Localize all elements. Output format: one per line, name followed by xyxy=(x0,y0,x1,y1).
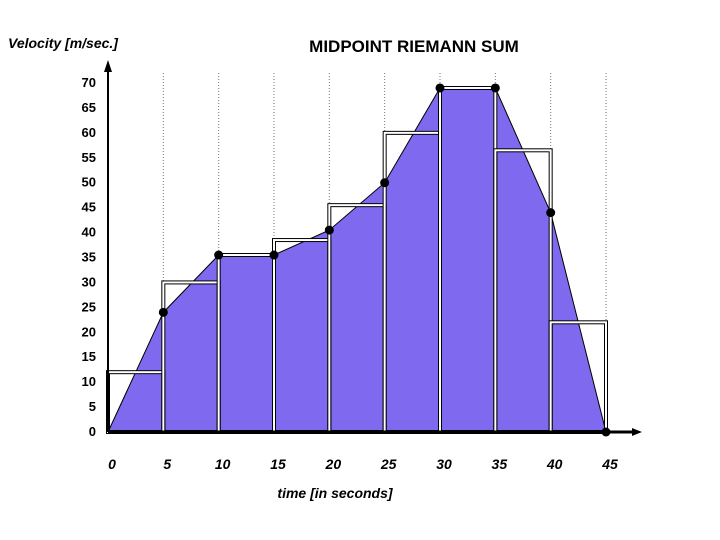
point-layer xyxy=(158,83,611,437)
x-tick-label: 10 xyxy=(215,456,231,472)
y-tick-label: 15 xyxy=(82,349,96,364)
y-tick-label: 60 xyxy=(82,125,96,140)
x-tick-label: 45 xyxy=(601,456,618,472)
data-point xyxy=(380,178,390,188)
data-point xyxy=(324,225,334,235)
y-tick-label: 70 xyxy=(82,75,96,90)
y-tick-label: 40 xyxy=(82,225,96,240)
velocity-area xyxy=(107,87,607,433)
y-tick-label: 45 xyxy=(82,200,96,215)
chart-title: MIDPOINT RIEMANN SUM xyxy=(309,37,519,56)
y-tick-label: 25 xyxy=(82,299,96,314)
area-layer xyxy=(107,87,607,433)
x-tick-label: 35 xyxy=(492,456,508,472)
y-tick-label: 50 xyxy=(82,175,96,190)
data-point xyxy=(158,307,168,317)
y-tick-label: 20 xyxy=(82,324,96,339)
x-tick-label: 40 xyxy=(546,456,563,472)
axis-layer xyxy=(104,60,642,436)
x-tick-label: 0 xyxy=(108,456,116,472)
data-point xyxy=(546,208,556,218)
data-point xyxy=(214,250,224,260)
y-tick-label: 35 xyxy=(82,250,96,265)
y-axis-label: Velocity [m/sec.] xyxy=(8,35,119,51)
x-tick-label: 5 xyxy=(163,456,171,472)
y-tick-label: 10 xyxy=(82,374,96,389)
x-tick-label: 20 xyxy=(325,456,342,472)
data-point xyxy=(601,427,611,437)
x-tick-label: 30 xyxy=(436,456,452,472)
x-tick-label: 25 xyxy=(380,456,397,472)
x-axis-label: time [in seconds] xyxy=(277,485,393,501)
tick-layer: 0 5 10 15 20 25 30 35 40 45 50 55 60 65 70 0 5 10 15 20 25 30… xyxy=(82,75,618,472)
y-tick-label: 55 xyxy=(82,150,96,165)
x-tick-label: 15 xyxy=(270,456,286,472)
y-tick-label: 0 xyxy=(89,424,96,439)
x-axis-arrow xyxy=(632,428,642,436)
y-tick-label: 65 xyxy=(82,100,96,115)
data-point xyxy=(490,83,500,93)
y-tick-label: 5 xyxy=(89,399,96,414)
y-tick-label: 30 xyxy=(82,274,96,289)
data-point xyxy=(435,83,445,93)
y-axis-arrow xyxy=(104,60,112,72)
data-point xyxy=(269,250,279,260)
